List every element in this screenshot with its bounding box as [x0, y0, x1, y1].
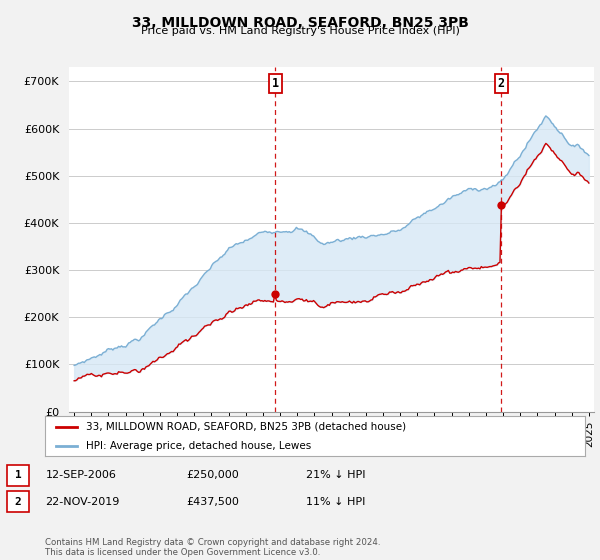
Text: HPI: Average price, detached house, Lewes: HPI: Average price, detached house, Lewe…: [86, 441, 311, 450]
Text: 21% ↓ HPI: 21% ↓ HPI: [306, 470, 365, 480]
Text: Contains HM Land Registry data © Crown copyright and database right 2024.
This d: Contains HM Land Registry data © Crown c…: [45, 538, 380, 557]
Text: 33, MILLDOWN ROAD, SEAFORD, BN25 3PB: 33, MILLDOWN ROAD, SEAFORD, BN25 3PB: [131, 16, 469, 30]
Text: 2: 2: [14, 497, 22, 507]
Text: £437,500: £437,500: [186, 497, 239, 507]
Text: 33, MILLDOWN ROAD, SEAFORD, BN25 3PB (detached house): 33, MILLDOWN ROAD, SEAFORD, BN25 3PB (de…: [86, 422, 406, 432]
Text: 1: 1: [271, 77, 278, 90]
Text: 1: 1: [14, 470, 22, 480]
Text: £250,000: £250,000: [186, 470, 239, 480]
Text: 11% ↓ HPI: 11% ↓ HPI: [306, 497, 365, 507]
Text: 12-SEP-2006: 12-SEP-2006: [46, 470, 116, 480]
Text: Price paid vs. HM Land Registry's House Price Index (HPI): Price paid vs. HM Land Registry's House …: [140, 26, 460, 36]
Text: 2: 2: [498, 77, 505, 90]
Text: 22-NOV-2019: 22-NOV-2019: [46, 497, 120, 507]
